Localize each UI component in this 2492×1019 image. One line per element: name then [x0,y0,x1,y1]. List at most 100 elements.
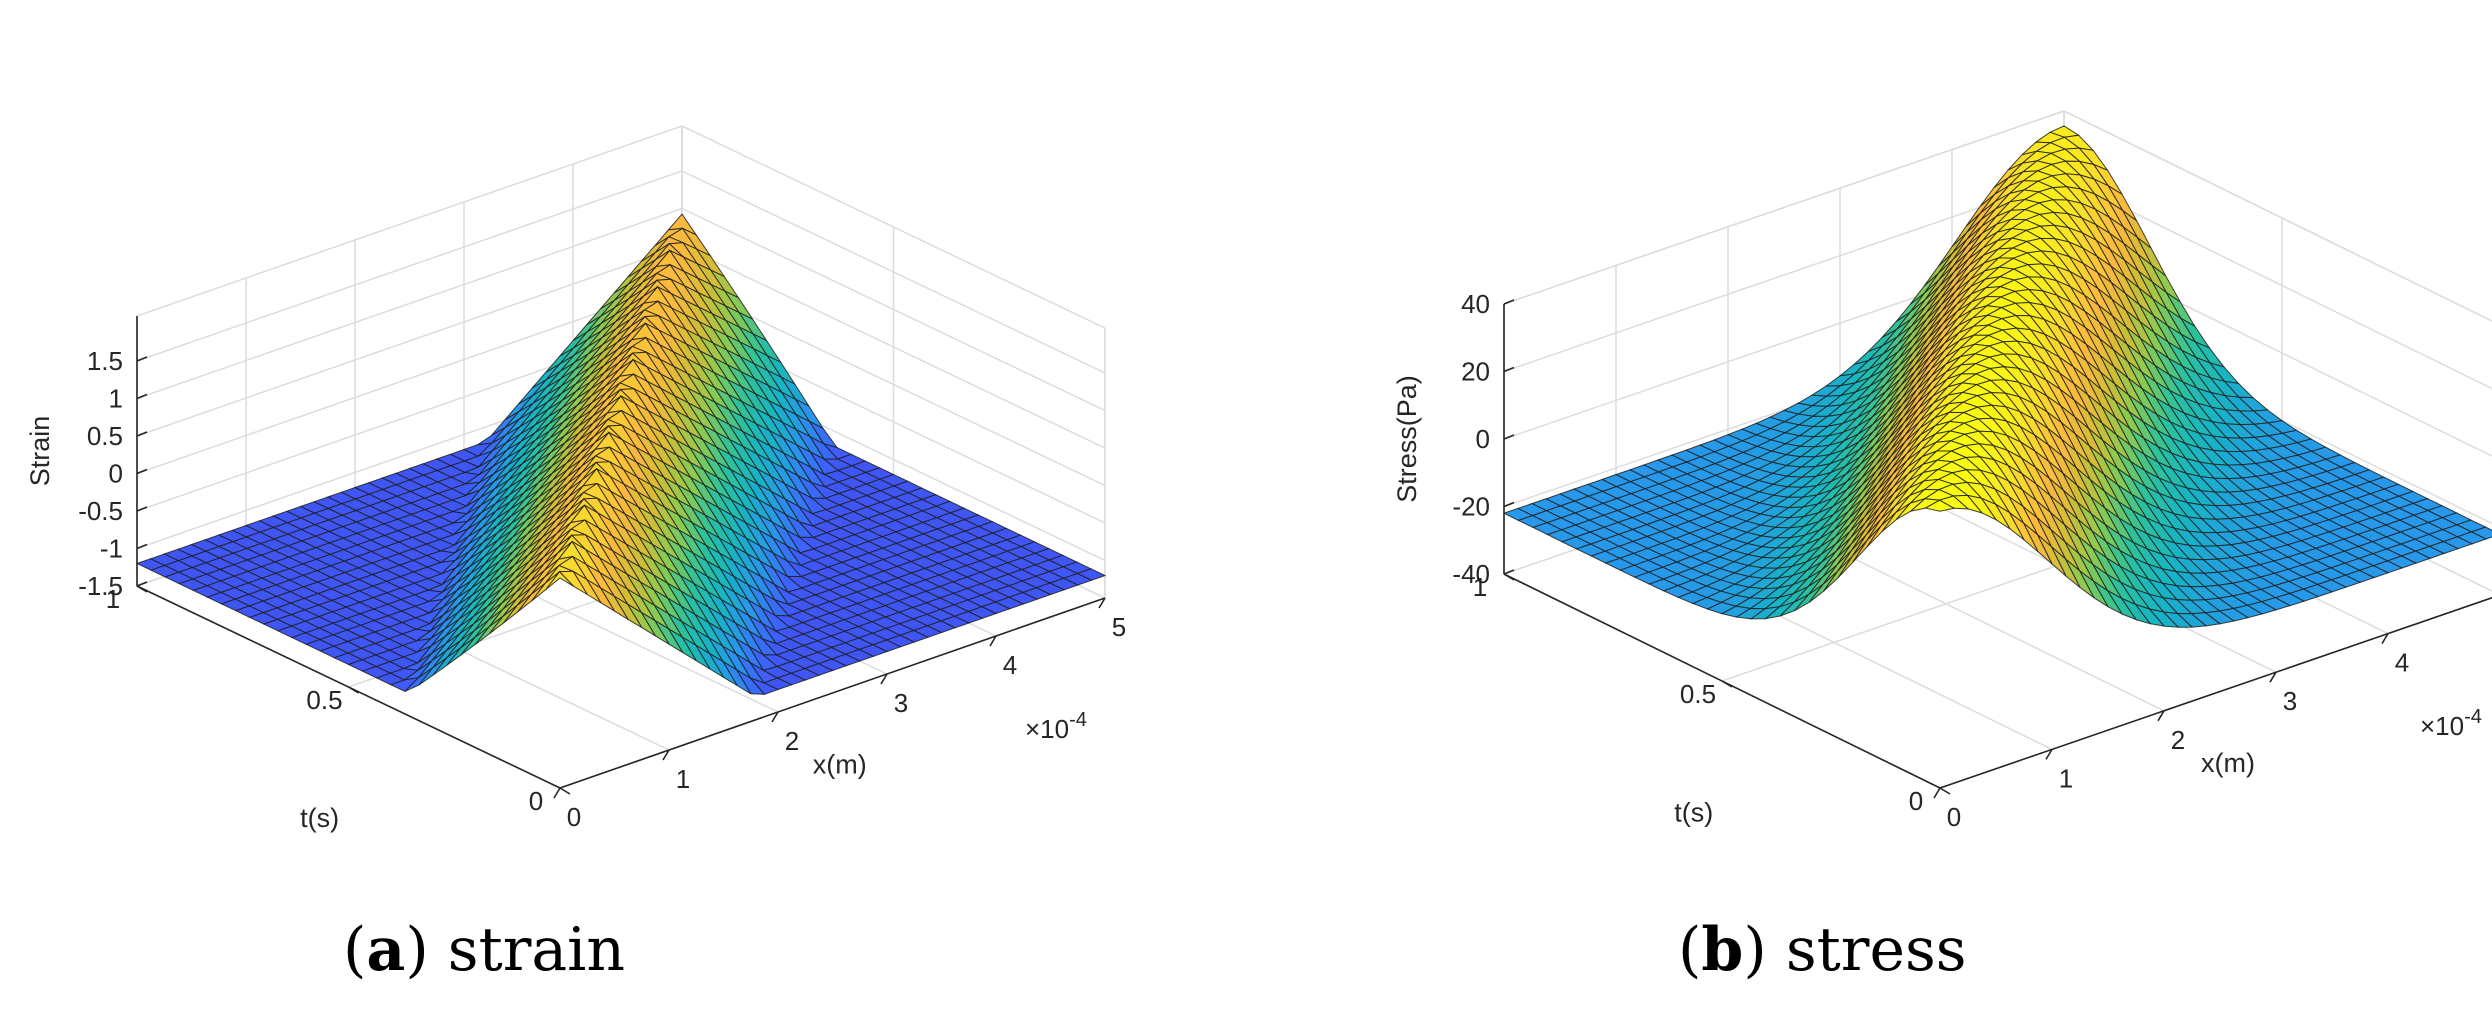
x-tick-label: 2 [785,726,799,756]
z-tick-label: -40 [1452,559,1490,589]
z-tick-label: -1 [100,534,123,564]
grid-line [681,245,1106,449]
stress-surface-chart: 01234500.51-40-2002040x(m)t(s)Stress(Pa)… [1392,110,2492,832]
grid-line [2063,177,2492,390]
x-tick-label: 1 [676,764,690,794]
surface [135,213,1107,695]
grid-line [136,125,683,317]
x-axis-label: x(m) [813,750,867,780]
t-tick [1939,787,1951,795]
z-tick [136,581,148,587]
axes: 01234500.51-1.5-1-0.500.511.5x(m)t(s)Str… [25,316,1126,833]
z-tick [136,356,148,362]
surface-patch [1924,499,1956,512]
z-tick-label: 0 [1476,424,1490,454]
x-tick-label: 3 [2283,686,2297,716]
z-tick-label: 0.5 [87,421,123,451]
strain-surface-chart: 01234500.51-1.5-1-0.500.511.5x(m)t(s)Str… [25,125,1126,833]
x-tick-label: 1 [2059,763,2073,793]
t-tick-label: 0.5 [306,685,342,715]
x-exponent-label: ×10-4 [1025,709,1087,744]
x-tick [989,635,997,647]
z-tick-label: -20 [1452,492,1490,522]
x-tick [2045,748,2053,760]
grid-line [681,170,1106,374]
x-axis-line [559,597,1106,789]
caption-b: (b) stress [1678,915,1967,985]
grid-line [681,207,1106,412]
x-tick [662,749,670,761]
x-tick [553,787,561,799]
t-tick-label: 0 [1909,786,1923,816]
x-tick [1098,597,1106,609]
x-tick [2381,633,2389,645]
x-tick-label: 2 [2171,725,2185,755]
grid-line [136,282,683,475]
z-tick [136,543,148,550]
z-tick-label: 1 [109,384,123,414]
x-exponent-power: -4 [1069,709,1087,731]
caption-b-letter: b [1701,915,1744,985]
x-exponent-label: ×10-4 [2420,706,2482,741]
x-tick [1933,787,1941,799]
caption-a-text: strain [447,915,625,985]
caption-a-letter: a [366,915,406,985]
t-tick-label: 1 [1473,572,1487,602]
x-tick [880,673,888,685]
t-tick [136,585,148,593]
x-tick [2269,671,2277,683]
x-tick-label: 4 [1003,650,1017,680]
z-tick-label: -0.5 [78,496,123,526]
x-exponent-base: ×10 [1025,714,1069,744]
z-tick-label: 1.5 [87,346,123,376]
grid-line [681,125,1106,329]
z-tick [136,431,148,437]
x-exponent-power: -4 [2464,706,2482,728]
caption-b-text: stress [1785,915,1967,985]
z-tick [1503,569,1515,575]
t-tick-label: 0 [529,786,543,816]
t-tick [1503,573,1515,581]
grid-line [136,245,683,437]
t-axis-label: t(s) [300,803,339,833]
z-tick-label: 20 [1461,357,1490,387]
t-tick [348,686,359,694]
x-tick [771,711,779,723]
grid-line [1503,110,2065,305]
x-axis-label: x(m) [2201,748,2255,778]
z-tick-label: 40 [1461,289,1490,319]
grid-line [2063,110,2492,322]
x-tick [2157,710,2165,722]
z-tick [136,393,148,400]
t-tick-label: 0.5 [1680,679,1716,709]
t-axis-label: t(s) [1674,798,1713,828]
x-tick-label: 3 [894,688,908,718]
grid-line [136,170,683,362]
z-tick-label: 0 [109,459,123,489]
z-tick [1503,501,1515,508]
z-axis-label: Strain [25,416,55,487]
z-tick [136,468,148,475]
z-tick-label: -1.5 [78,571,123,601]
x-axis-line [1939,596,2492,789]
x-tick-label: 0 [1947,802,1961,832]
t-tick [1721,680,1733,688]
t-tick [559,787,571,795]
z-tick [1503,299,1515,305]
x-exponent-base: ×10 [2420,711,2464,741]
surface [1502,125,2492,628]
z-tick [1503,366,1515,373]
z-axis-label: Stress(Pa) [1392,375,1422,503]
surface-patch [545,571,574,590]
x-tick-label: 0 [567,802,581,832]
z-tick [136,506,148,512]
z-tick [1503,434,1515,440]
t-tick-label: 1 [106,584,120,614]
grid-line [1503,177,2065,373]
x-tick-label: 5 [1112,612,1126,642]
axes: 01234500.51-40-2002040x(m)t(s)Stress(Pa)… [1392,289,2492,832]
caption-a: (a) strain [343,915,625,985]
x-tick-label: 4 [2395,648,2409,678]
grid-line [681,282,1106,487]
grid-line [136,207,683,400]
